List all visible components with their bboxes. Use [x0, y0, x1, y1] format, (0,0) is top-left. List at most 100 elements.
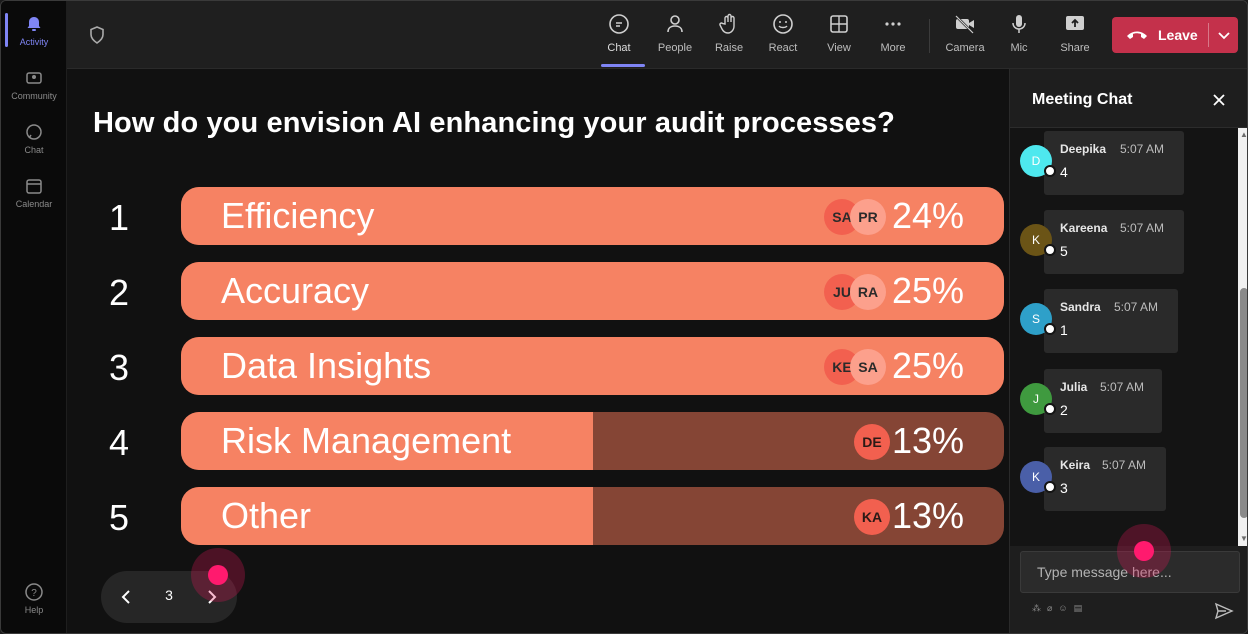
option-number: 1	[109, 197, 130, 238]
chevron-down-icon[interactable]	[1216, 27, 1232, 43]
chat-title: Meeting Chat	[1032, 91, 1133, 108]
poll-option: 5 Other KA 13%	[67, 487, 1009, 545]
option-number: 3	[109, 347, 130, 388]
chat-scrollbar[interactable]: ▲ ▼	[1238, 128, 1248, 546]
rail-item-calendar[interactable]: Calendar	[1, 165, 67, 219]
message-bubble: Deepika 5:07 AM 4	[1044, 131, 1184, 195]
toolbar-mic-button[interactable]: Mic	[993, 11, 1045, 63]
rail-item-help[interactable]: ? Help	[1, 571, 67, 625]
share-icon	[1062, 11, 1088, 37]
message-bubble: Keira 5:07 AM 3	[1044, 447, 1166, 511]
rail-label-community: Community	[11, 91, 57, 101]
message-text: 2	[1060, 402, 1068, 418]
sender-name: Sandra	[1060, 300, 1101, 314]
option-bar: Data Insights KE SA 25%	[181, 337, 1004, 395]
view-icon	[826, 11, 852, 37]
page-number: 3	[165, 587, 173, 603]
poll-stage: How do you envision AI enhancing your au…	[67, 69, 1009, 633]
scroll-down-icon[interactable]: ▼	[1240, 534, 1248, 543]
more-icon	[880, 11, 906, 37]
people-icon	[662, 11, 688, 37]
message-list[interactable]: Deepika 5:07 AM 4 D Kareena 5:07 AM 5 K Sandra 5:…	[1010, 128, 1247, 546]
format-toolbar: ⁂ ⌀ ☺ ▤	[1032, 603, 1082, 614]
leave-button[interactable]: Leave	[1112, 17, 1238, 53]
chat-message[interactable]: Keira 5:07 AM 3 K	[1010, 447, 1240, 511]
option-number: 5	[109, 497, 130, 538]
raise-hand-icon	[716, 11, 742, 37]
poll-option: 3 Data Insights KE SA 25%	[67, 337, 1009, 395]
presence-status-icon	[1044, 481, 1056, 493]
chat-message[interactable]: Sandra 5:07 AM 1 S	[1010, 289, 1240, 353]
toolbar-chat-button[interactable]: Chat	[593, 11, 645, 67]
message-text: 3	[1060, 480, 1068, 496]
toolbar-camera-button[interactable]: Camera	[939, 11, 991, 63]
bell-icon	[23, 13, 45, 35]
option-percent: 25%	[891, 270, 964, 311]
meeting-chat-panel: Meeting Chat Deepika 5:07 AM 4 D Kareena 5:07…	[1009, 69, 1248, 633]
toolbar-share-button[interactable]: Share	[1049, 11, 1101, 63]
close-icon[interactable]	[1210, 91, 1228, 109]
poll-option: 4 Risk Management DE 13%	[67, 412, 1009, 470]
message-text: 1	[1060, 322, 1068, 338]
option-bar: Risk Management DE 13%	[181, 412, 1004, 470]
toolbar-react-button[interactable]: React	[757, 11, 809, 63]
toolbar-chat-label: Chat	[607, 42, 631, 54]
option-bar-fill	[181, 412, 593, 470]
chat-message[interactable]: Julia 5:07 AM 2 J	[1010, 369, 1240, 433]
rail-label-activity: Activity	[19, 37, 49, 47]
chevron-left-icon[interactable]	[115, 585, 139, 609]
rail-item-activity[interactable]: Activity	[1, 3, 67, 57]
message-input[interactable]	[1021, 552, 1239, 592]
option-label: Other	[221, 495, 312, 536]
toolbar-more-button[interactable]: More	[867, 11, 919, 63]
message-text: 4	[1060, 164, 1068, 180]
option-bar: Other KA 13%	[181, 487, 1004, 545]
option-percent: 25%	[891, 345, 964, 386]
poll-option: 1 Efficiency SA PR 24%	[67, 187, 1009, 245]
scroll-up-icon[interactable]: ▲	[1240, 130, 1248, 139]
message-time: 5:07 AM	[1120, 221, 1165, 235]
toolbar-share-label: Share	[1060, 42, 1090, 54]
message-time: 5:07 AM	[1120, 142, 1165, 156]
pointer-highlight	[1117, 524, 1171, 578]
option-label: Data Insights	[221, 345, 432, 386]
voter-avatar: RA	[850, 274, 886, 310]
sender-name: Keira	[1060, 458, 1091, 472]
help-icon: ?	[23, 581, 45, 603]
svg-text:?: ?	[31, 588, 37, 599]
attach-icon[interactable]: ⌀	[1047, 603, 1053, 613]
voter-avatar: DE	[854, 424, 890, 460]
toolbar-view-button[interactable]: View	[813, 11, 865, 63]
chevron-right-icon[interactable]	[199, 585, 223, 609]
option-percent: 24%	[891, 195, 964, 236]
gif-icon[interactable]: ▤	[1073, 603, 1083, 613]
toolbar-raise-label: Raise	[714, 42, 744, 54]
toolbar-camera-label: Camera	[945, 42, 985, 54]
react-icon	[770, 11, 796, 37]
shield-icon	[87, 25, 107, 45]
send-icon[interactable]	[1214, 601, 1234, 621]
sender-name: Julia	[1060, 380, 1088, 394]
chat-icon	[23, 121, 45, 143]
toolbar-divider	[929, 19, 930, 53]
leave-divider	[1208, 23, 1209, 47]
mic-icon	[1006, 11, 1032, 37]
option-label: Efficiency	[221, 195, 375, 236]
rail-item-chat[interactable]: Chat	[1, 111, 67, 165]
toolbar-raise-button[interactable]: Raise	[703, 11, 755, 63]
message-bubble: Sandra 5:07 AM 1	[1044, 289, 1178, 353]
presence-status-icon	[1044, 323, 1056, 335]
toolbar-people-button[interactable]: People	[649, 11, 701, 63]
poll-option: 2 Accuracy JU RA 25%	[67, 262, 1009, 320]
chat-message[interactable]: Kareena 5:07 AM 5 K	[1010, 210, 1240, 274]
calendar-icon	[23, 175, 45, 197]
rail-label-help: Help	[24, 605, 44, 615]
rail-item-community[interactable]: Community	[1, 57, 67, 111]
community-icon	[23, 67, 45, 89]
emoji-icon[interactable]: ☺	[1058, 603, 1068, 613]
meeting-toolbar: Chat People Raise React View	[67, 1, 1247, 69]
chat-message[interactable]: Deepika 5:07 AM 4 D	[1010, 131, 1240, 195]
format-icon[interactable]: ⁂	[1032, 603, 1041, 613]
toolbar-people-label: People	[657, 42, 693, 54]
scroll-thumb[interactable]	[1240, 288, 1247, 518]
